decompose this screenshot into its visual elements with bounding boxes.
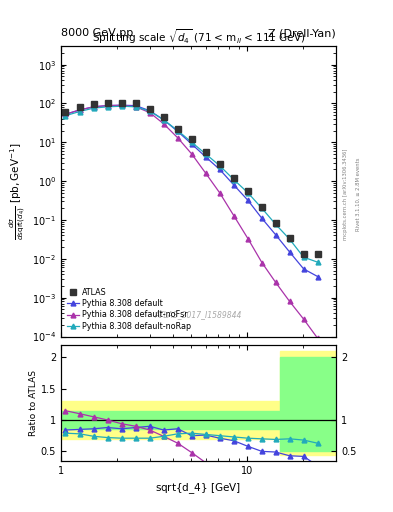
- Legend: ATLAS, Pythia 8.308 default, Pythia 8.308 default-noFsr, Pythia 8.308 default-no: ATLAS, Pythia 8.308 default, Pythia 8.30…: [65, 286, 193, 332]
- Text: Z (Drell-Yan): Z (Drell-Yan): [268, 28, 336, 38]
- X-axis label: $\mathrm{sqrt\{d\_4\}}$ [GeV]: $\mathrm{sqrt\{d\_4\}}$ [GeV]: [156, 481, 241, 496]
- Text: Rivet 3.1.10, ≥ 2.8M events: Rivet 3.1.10, ≥ 2.8M events: [356, 158, 361, 231]
- Bar: [61, 411, 280, 430]
- Text: 8000 GeV pp: 8000 GeV pp: [61, 28, 133, 38]
- Y-axis label: $\frac{d\sigma}{d\mathrm{sqrt}(d_4)}\ \mathrm{[pb,GeV^{-1}]}$: $\frac{d\sigma}{d\mathrm{sqrt}(d_4)}\ \m…: [7, 142, 28, 240]
- Text: mcplots.cern.ch [arXiv:1306.3436]: mcplots.cern.ch [arXiv:1306.3436]: [343, 149, 348, 240]
- Text: ATLAS_2017_I1589844: ATLAS_2017_I1589844: [155, 310, 242, 319]
- Title: Splitting scale $\sqrt{d_4}$ (71 < m$_{ll}$ < 111 GeV): Splitting scale $\sqrt{d_4}$ (71 < m$_{l…: [92, 27, 305, 46]
- Bar: [280, 351, 336, 455]
- Bar: [61, 401, 280, 439]
- Y-axis label: Ratio to ATLAS: Ratio to ATLAS: [29, 370, 38, 436]
- Bar: [280, 357, 336, 452]
